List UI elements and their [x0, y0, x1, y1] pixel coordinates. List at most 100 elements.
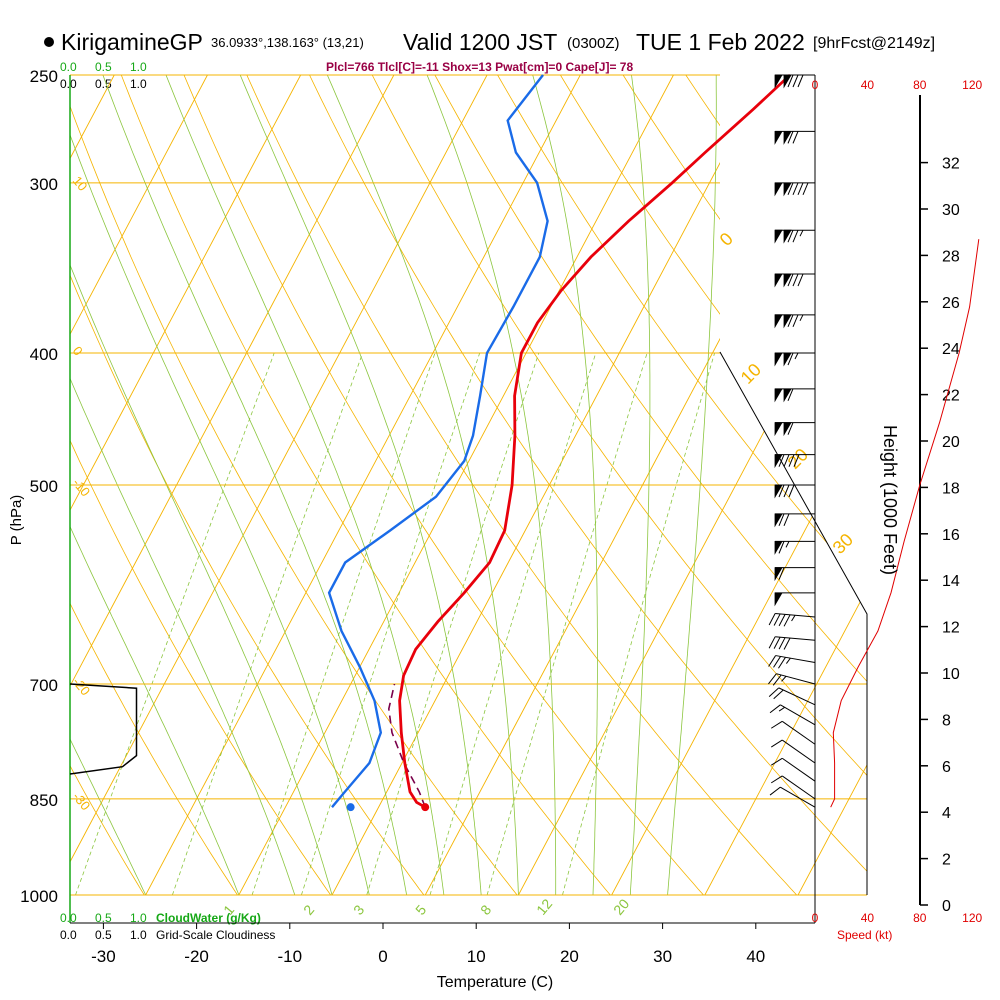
wind-barb-staff: [781, 757, 816, 782]
wind-barb-full: [787, 182, 794, 196]
wind-barb-flag: [783, 352, 792, 367]
wind-barb: [769, 704, 816, 726]
wind-barb-flag: [783, 229, 792, 244]
wind-barb: [774, 388, 815, 403]
pressure-tick-label: 400: [30, 345, 58, 364]
height-tick-label: 24: [942, 341, 960, 358]
plot-right-boundary: [719, 351, 868, 895]
height-axis-title: Height (1000 Feet): [880, 425, 900, 575]
height-tick-label: 28: [942, 248, 960, 265]
temperature-tick-label: 10: [467, 947, 486, 966]
moist-adiabat-line: [165, 75, 445, 895]
cloudwater-scale-bottom-1: 0.5: [95, 911, 112, 925]
mixing-ratio-line: [251, 352, 436, 895]
moist-adiabat-line: [70, 263, 333, 895]
surface-dewpoint-marker: [346, 803, 355, 812]
wind-barb-flag: [774, 484, 783, 499]
wind-barb-full: [792, 74, 799, 88]
dewpoint-profile: [327, 74, 549, 808]
wind-barb-full: [773, 689, 784, 700]
wind-barb-full: [792, 273, 799, 287]
station-marker-icon: [44, 37, 54, 47]
pressure-tick-label: 250: [30, 67, 58, 86]
wind-barb-flag: [774, 454, 783, 469]
wind-barb-full: [770, 739, 783, 748]
wind-barb-full: [787, 229, 794, 243]
wind-barb-flag: [783, 422, 792, 437]
dry-adiabat-line: [120, 75, 611, 895]
height-tick-label: 20: [942, 434, 960, 451]
wind-barb-half: [799, 229, 804, 237]
wind-barb-flag: [774, 422, 783, 437]
wind-barb: [774, 454, 815, 469]
wind-barb-full: [787, 422, 794, 435]
height-tick-label: 2: [942, 852, 951, 869]
wind-barb-full: [783, 637, 791, 650]
pressure-tick-label: 850: [30, 791, 58, 810]
wind-barb-full: [769, 704, 781, 714]
isotherm-line: [0, 75, 21, 895]
wind-barb-full: [778, 541, 785, 554]
dry-adiabat-line: [246, 75, 798, 895]
wind-barb-flag: [774, 182, 783, 197]
height-tick-label: 18: [942, 480, 960, 497]
wind-barb-staff: [781, 775, 816, 800]
wind-barb: [770, 775, 816, 800]
wind-barb-full: [773, 656, 781, 668]
height-tick-label: 4: [942, 805, 951, 822]
wind-barb-flag: [774, 513, 783, 528]
temperature-tick-label: 0: [378, 947, 387, 966]
temperature-tick-label: -30: [91, 947, 116, 966]
valid-date: TUE 1 Feb 2022: [636, 29, 805, 55]
mixing-ratio-line: [75, 352, 275, 895]
height-tick-label: 22: [942, 388, 960, 405]
wind-barb-flag: [783, 130, 792, 145]
mixing-ratio-label: 8: [477, 902, 494, 918]
isotherm-line: [70, 75, 208, 336]
valid-time: Valid 1200 JST: [403, 29, 557, 55]
wind-barb: [770, 739, 816, 764]
wind-barb-full: [783, 484, 790, 498]
dry-adiabat-line: [70, 764, 145, 895]
wind-barb-flag: [783, 314, 792, 329]
temperature-tick-label: 40: [746, 947, 765, 966]
wind-barb: [774, 182, 815, 197]
dry-adiabat-line: [70, 602, 238, 895]
pressure-tick-label: 500: [30, 477, 58, 496]
speed-tick-label-bottom: 0: [812, 911, 819, 925]
moist-adiabat-line: [667, 75, 717, 895]
wind-barb-flag: [774, 567, 783, 582]
wind-barb-full: [773, 636, 781, 649]
wind-barb-full: [778, 614, 786, 627]
station-name: KirigamineGP: [61, 29, 203, 55]
wind-barb-flag: [783, 74, 792, 89]
height-tick-label: 26: [942, 295, 960, 312]
wind-barb-staff: [776, 673, 816, 685]
isotherm-line: [704, 588, 867, 895]
isobar-lines: [70, 74, 867, 896]
wind-barb-full: [788, 484, 795, 498]
dry-adiabat-line: [434, 75, 867, 683]
wind-barb-flag: [774, 540, 783, 555]
surface-temperature-marker: [421, 803, 430, 812]
pressure-tick-labels: 250 300 400 500 700 850 1000: [20, 67, 58, 906]
cloudiness-scale-bottom-1: 0.5: [95, 928, 112, 942]
speed-tick-label-top: 120: [962, 78, 982, 92]
isotherm-label-left: 10: [70, 173, 91, 194]
dry-adiabat-line: [70, 439, 332, 895]
temperature-tick-label: -10: [278, 947, 303, 966]
mixing-ratio-label: 2: [300, 902, 317, 918]
wind-barb-full: [783, 614, 791, 627]
wind-barb-half: [781, 675, 787, 682]
forecast-info: [9hrFcst@2149z]: [813, 35, 935, 52]
cloudiness-scale-bottom-0: 0.0: [60, 928, 77, 942]
wind-barb-full: [787, 131, 794, 144]
wind-barb-full: [792, 314, 799, 328]
wind-barb-flag: [774, 352, 783, 367]
wind-barb-full: [773, 613, 781, 626]
wind-barb-flag: [783, 182, 792, 197]
speed-tick-label-top: 80: [913, 78, 927, 92]
wind-barb: [774, 513, 815, 528]
